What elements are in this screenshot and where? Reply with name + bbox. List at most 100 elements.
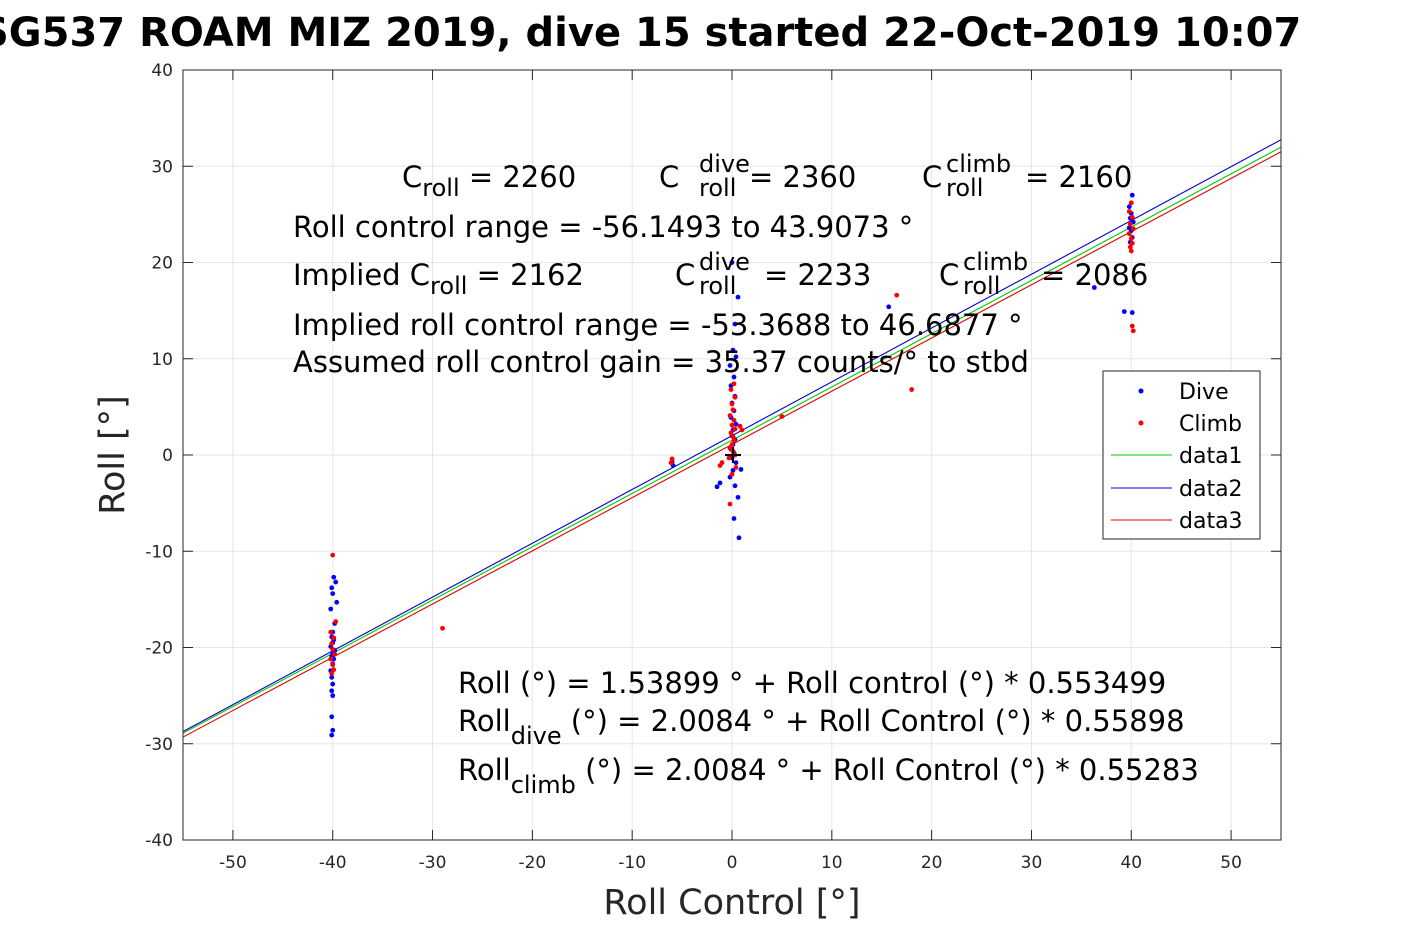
legend-label-data3: data3 <box>1179 509 1243 534</box>
dive-point <box>735 494 741 500</box>
dive-point <box>729 260 735 265</box>
y-tick-label: 10 <box>151 350 173 370</box>
dive-point <box>733 460 739 466</box>
legend-swatch-climb <box>1138 420 1144 426</box>
climb-point <box>729 401 735 407</box>
climb-point <box>1130 226 1136 232</box>
svg-text:= 2360: = 2360 <box>749 160 856 194</box>
y-tick-label: -40 <box>145 831 173 851</box>
svg-text:C: C <box>659 160 679 194</box>
annotation-c-climb: C climb roll = 2160 <box>922 150 1132 202</box>
climb-point <box>727 501 733 507</box>
dive-point <box>330 693 336 699</box>
y-axis-label: Roll [°] <box>93 395 133 515</box>
climb-point <box>1129 214 1135 220</box>
climb-point <box>732 394 738 400</box>
dive-point <box>730 347 736 353</box>
axis-ticks: -50 -40 -30 -20 -10 0 10 20 30 40 50 -40 -30 -20 -10 0 1… <box>145 61 1281 873</box>
dive-point <box>717 480 723 486</box>
dive-point <box>329 585 335 591</box>
dive-point <box>328 606 334 612</box>
legend-label-data1: data1 <box>1179 444 1243 469</box>
y-tick-label: -10 <box>145 542 173 562</box>
dive-point <box>1091 285 1097 290</box>
climb-point <box>330 552 336 558</box>
climb-point <box>1128 248 1134 254</box>
climb-point <box>669 456 675 462</box>
dive-point <box>731 516 737 521</box>
svg-text:climb: climb <box>963 248 1028 276</box>
x-tick-label: 20 <box>921 853 943 873</box>
dive-point <box>727 363 733 368</box>
dive-point <box>731 374 737 380</box>
legend-label-climb: Climb <box>1179 412 1242 437</box>
climb-point <box>330 647 336 652</box>
climb-point <box>731 417 737 423</box>
climb-point <box>729 442 735 447</box>
legend-swatch-dive <box>1138 388 1144 394</box>
climb-point <box>730 434 736 440</box>
svg-text:= 2086: = 2086 <box>1041 258 1148 292</box>
legend-label-dive: Dive <box>1179 380 1229 405</box>
y-tick-label: 30 <box>151 157 173 177</box>
climb-point <box>1129 323 1135 329</box>
dive-point <box>730 468 736 473</box>
origin-marker <box>725 447 741 463</box>
x-tick-label: -30 <box>419 853 447 873</box>
x-tick-label: -40 <box>319 853 347 873</box>
dive-point <box>1126 204 1132 210</box>
svg-text:C: C <box>939 258 959 292</box>
svg-text:roll: roll <box>699 174 736 202</box>
climb-point <box>727 445 733 451</box>
climb-point <box>909 387 915 392</box>
dive-point <box>732 321 738 327</box>
climb-point <box>331 635 337 641</box>
svg-text:dive: dive <box>699 248 750 276</box>
dive-point <box>329 674 335 680</box>
x-tick-label: 30 <box>1021 853 1043 873</box>
legend-label-data2: data2 <box>1179 477 1243 502</box>
climb-point <box>1127 244 1133 250</box>
x-axis-label: Roll Control [°] <box>603 883 860 923</box>
climb-point <box>1127 221 1133 227</box>
climb-point <box>730 407 736 413</box>
annotation-gain: Assumed roll control gain = 35.37 counts… <box>293 345 1029 379</box>
svg-text:= 2233: = 2233 <box>764 258 871 292</box>
svg-text:roll: roll <box>946 174 983 202</box>
dive-point <box>733 354 739 360</box>
climb-point <box>333 619 339 624</box>
climb-point <box>328 656 334 662</box>
x-tick-label: 40 <box>1120 853 1142 873</box>
y-tick-label: -20 <box>145 639 173 659</box>
climb-point <box>733 465 739 470</box>
dive-point <box>330 727 336 733</box>
dive-point <box>331 574 337 580</box>
dive-point <box>330 591 336 596</box>
svg-text:dive: dive <box>699 150 750 178</box>
y-tick-label: 40 <box>151 61 173 81</box>
dive-point <box>714 484 720 490</box>
climb-point <box>1130 328 1136 334</box>
climb-point <box>727 413 733 418</box>
climb-point <box>779 414 785 419</box>
climb-point <box>330 662 336 668</box>
dive-point <box>330 681 336 687</box>
dive-point <box>733 421 739 427</box>
data-points <box>328 192 1136 738</box>
climb-point <box>1128 200 1134 206</box>
annotation-fit-all: Roll (°) = 1.53899 ° + Roll control (°) … <box>458 666 1166 700</box>
climb-point <box>717 463 723 468</box>
climb-point <box>1129 240 1135 246</box>
x-tick-label: -50 <box>219 853 247 873</box>
svg-text:= 2160: = 2160 <box>1025 160 1132 194</box>
x-tick-label: 0 <box>727 853 738 873</box>
y-tick-label: 20 <box>151 254 173 274</box>
y-tick-label: -30 <box>145 735 173 755</box>
svg-text:C: C <box>675 258 695 292</box>
x-tick-label: 50 <box>1220 853 1242 873</box>
climb-point <box>739 427 745 433</box>
climb-point <box>331 667 337 673</box>
climb-point <box>726 455 732 461</box>
climb-point <box>728 387 734 392</box>
y-tick-label: 0 <box>162 446 173 466</box>
